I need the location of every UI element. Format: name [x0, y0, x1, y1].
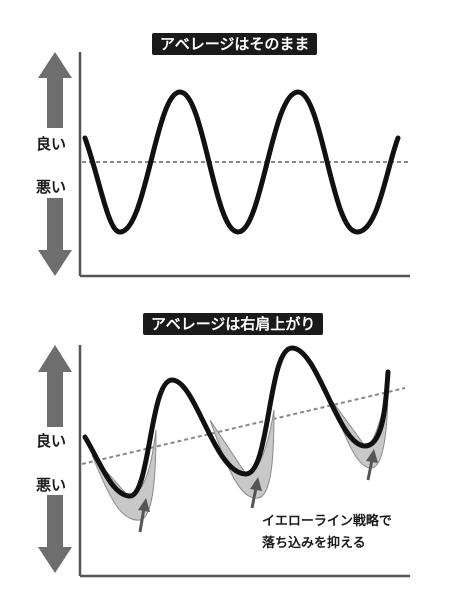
lift-arrow-2	[250, 477, 262, 509]
lift-arrow-1	[138, 498, 150, 533]
annotation-line-1: イエローライン戦略で	[262, 514, 392, 529]
good-bad-arrow-1	[38, 52, 72, 276]
down-arrow-head-2	[38, 547, 72, 573]
down-arrow-shaft-1	[47, 198, 63, 250]
shaded-dip-1	[91, 429, 157, 521]
average-line-2	[81, 387, 406, 465]
performance-curve-2	[82, 345, 391, 499]
label-good-1: 良い	[36, 135, 67, 153]
panel-2-title: アベレージは右肩上がり	[143, 313, 324, 335]
up-arrow-head-2	[38, 345, 72, 372]
up-arrow-shaft-2	[47, 372, 63, 427]
up-arrow-head-1	[38, 52, 72, 78]
lift-arrow-3	[366, 449, 378, 481]
panel-1-title: アベレージはそのまま	[152, 33, 318, 55]
label-bad-1: 悪い	[36, 178, 67, 196]
label-bad-2: 悪い	[36, 476, 67, 494]
down-arrow-shaft-2	[47, 495, 63, 547]
shaded-dip-3	[329, 384, 389, 469]
label-good-2: 良い	[36, 432, 67, 450]
good-bad-arrow-2	[38, 345, 72, 573]
down-arrow-head-1	[38, 250, 72, 276]
performance-curve-1	[82, 89, 401, 235]
axes-2	[78, 345, 410, 578]
annotation-line-2: 落ち込みを抑える	[262, 536, 366, 551]
axes-1	[78, 52, 410, 278]
up-arrow-shaft-1	[47, 78, 63, 128]
